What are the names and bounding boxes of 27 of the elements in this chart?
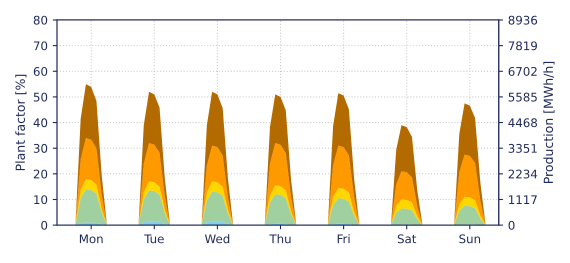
y2-tick-label: 1117 [509, 195, 537, 204]
y2-tick-label: 4468 [508, 118, 538, 128]
y2-axis-title: Production [MWh/h] [543, 62, 555, 184]
y2-tick-label: 6702 [508, 66, 537, 76]
y-tick-label: 50 [34, 92, 48, 102]
x-tick-label: Wed [204, 234, 230, 244]
y-tick-label: 30 [34, 144, 48, 153]
y-tick-label: 20 [34, 170, 48, 178]
y-tick-label: 70 [34, 41, 48, 50]
y2-tick-label: 7819 [508, 41, 537, 50]
y2-tick-label: 2234 [508, 170, 538, 178]
x-tick-label: Sun [459, 234, 480, 244]
x-tick-label: Sat [398, 234, 416, 244]
x-tick-label: Fri [338, 234, 350, 244]
x-tick-label: Mon [80, 234, 103, 244]
y-tick-label: 40 [34, 118, 48, 128]
y2-tick-label: 0 [508, 220, 515, 230]
y2-tick-label: 8936 [508, 16, 538, 25]
y-axis-title: Plant factor [%] [15, 74, 26, 170]
x-tick-label: Thu [269, 234, 291, 244]
y2-tick-label: 3351 [508, 144, 537, 153]
y2-tick-label: 5585 [508, 92, 537, 102]
y-tick-label: 80 [34, 16, 48, 25]
y-tick-label: 10 [34, 195, 48, 204]
y-tick-label: 0 [41, 220, 48, 230]
y-tick-label: 60 [34, 66, 48, 76]
x-tick-label: Tue [144, 234, 164, 244]
